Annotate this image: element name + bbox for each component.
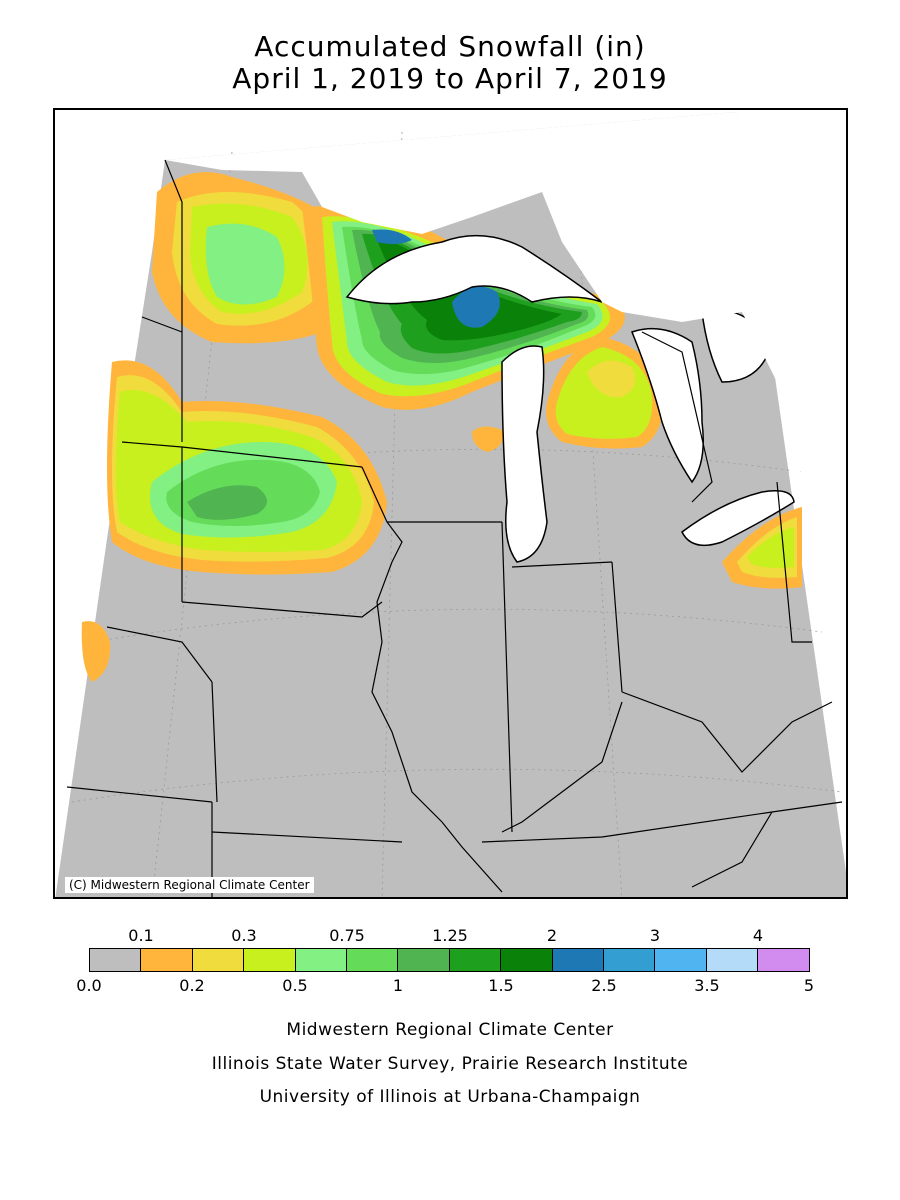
legend-swatch	[449, 949, 502, 971]
legend-bottom-label: 1.5	[488, 976, 514, 995]
snowfall-map	[55, 112, 846, 897]
map-frame: (C) Midwestern Regional Climate Center	[53, 108, 848, 899]
snowfall-cluster-nebraska	[81, 621, 111, 682]
legend-swatch	[501, 949, 553, 971]
legend-swatch	[758, 949, 810, 971]
legend-swatch	[295, 949, 347, 971]
legend-color-bar	[89, 948, 811, 972]
state-boundaries	[66, 159, 843, 897]
legend-swatch	[398, 949, 450, 971]
legend-swatch	[244, 949, 296, 971]
legend-swatch	[603, 949, 656, 971]
legend-top-label: 4	[752, 926, 764, 945]
lake-michigan	[501, 345, 548, 563]
legend-top-label: 3	[649, 926, 661, 945]
legend-top-label: 0.75	[329, 926, 365, 945]
snowfall-cluster-michigan	[472, 337, 663, 452]
footer-university: University of Illinois at Urbana-Champai…	[259, 1087, 641, 1107]
legend-swatch	[192, 949, 245, 971]
legend-swatch	[141, 949, 193, 971]
legend-bottom-label: 5	[803, 976, 815, 995]
legend-swatch	[655, 949, 707, 971]
lake-superior	[345, 234, 603, 305]
canada-area	[165, 112, 802, 480]
copyright-label: (C) Midwestern Regional Climate Center	[65, 877, 314, 893]
legend-swatch	[90, 949, 142, 971]
lake-erie	[681, 490, 795, 547]
legend-top-label: 0.1	[128, 926, 154, 945]
legend-swatch	[346, 949, 399, 971]
legend-bottom-label: 0.2	[179, 976, 205, 995]
legend-swatch	[552, 949, 604, 971]
legend-top-label: 2	[546, 926, 558, 945]
legend-bottom-label: 0.5	[282, 976, 308, 995]
legend-bottom-label: 1	[392, 976, 404, 995]
footer-survey: Illinois State Water Survey, Prairie Res…	[211, 1054, 689, 1074]
snowfall-cluster-south-dakota	[107, 360, 387, 575]
legend-swatch	[706, 949, 759, 971]
legend-bottom-label: 3.5	[694, 976, 720, 995]
map-title: Accumulated Snowfall (in)	[254, 30, 646, 63]
legend-bottom-label: 2.5	[591, 976, 617, 995]
legend: 0.1 0.3 0.75 1.25 2 3 4 0.0 0.2 0.5 1 1.…	[0, 918, 900, 998]
legend-top-label: 1.25	[432, 926, 468, 945]
map-date-range: April 1, 2019 to April 7, 2019	[232, 62, 668, 95]
legend-bottom-label: 0.0	[76, 976, 102, 995]
footer-org: Midwestern Regional Climate Center	[286, 1020, 614, 1040]
legend-top-label: 0.3	[231, 926, 257, 945]
snowfall-cluster-north-dakota	[152, 172, 337, 344]
